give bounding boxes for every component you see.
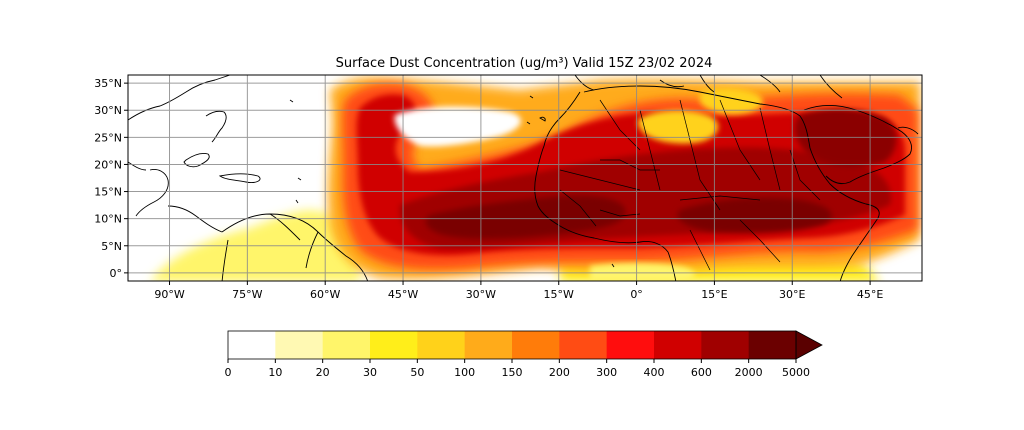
islands xyxy=(289,95,615,268)
colorbar-swatch xyxy=(512,331,560,359)
longitude-axis: 90°W 75°W 60°W 45°W 30°W 15°W 0° 15°E 30°E 45°E xyxy=(154,281,883,301)
lon-tick-label: 45°W xyxy=(388,288,418,301)
lat-tick-label: 15°N xyxy=(94,186,122,199)
colorbar-tick-label: 200 xyxy=(549,366,570,379)
colorbar-swatch xyxy=(559,331,608,359)
colorbar-tick-label: 20 xyxy=(316,366,330,379)
colorbar-swatch xyxy=(701,331,750,359)
colorbar-swatch xyxy=(370,331,418,359)
lon-tick-label: 30°W xyxy=(466,288,496,301)
colorbar-swatch xyxy=(654,331,702,359)
colorbar-swatch xyxy=(322,331,371,359)
latitude-axis: 35°N 30°N 25°N 20°N 15°N 10°N 5°N 0° xyxy=(94,77,128,280)
colorbar-tick-label: 10 xyxy=(268,366,282,379)
colorbar-swatch xyxy=(464,331,513,359)
lon-tick-label: 15°E xyxy=(701,288,727,301)
clear-air-pocket-atlantic xyxy=(394,106,521,147)
country-borders xyxy=(559,99,821,271)
lat-tick-label: 30°N xyxy=(94,104,122,117)
dust-gap-gulf-guinea xyxy=(590,263,695,281)
dust-field xyxy=(150,77,920,281)
lon-tick-label: 75°W xyxy=(232,288,262,301)
colorbar-swatch xyxy=(748,331,797,359)
map-frame xyxy=(127,74,923,282)
lon-tick-label: 15°W xyxy=(544,288,574,301)
colorbar-tick-label: 2000 xyxy=(735,366,763,379)
lat-tick-label: 5°N xyxy=(101,240,122,253)
lat-tick-label: 0° xyxy=(110,267,123,280)
map-panel xyxy=(128,75,922,281)
colorbar-tick-label: 600 xyxy=(691,366,712,379)
colorbar-swatch xyxy=(606,331,655,359)
colorbar: 0 10 20 30 50 100 150 200 300 400 600 2000 5000 xyxy=(225,330,823,379)
colorbar-extend-arrow xyxy=(795,330,823,360)
graticule xyxy=(128,75,922,281)
coastline-north-america xyxy=(128,75,261,233)
lon-tick-label: 60°W xyxy=(310,288,340,301)
coastline-south-america xyxy=(221,213,369,281)
colorbar-swatch xyxy=(228,331,276,359)
map-title: Surface Dust Concentration (ug/m³) Valid… xyxy=(336,56,713,71)
dust-core-east xyxy=(677,197,832,233)
colorbar-swatch xyxy=(275,331,324,359)
clear-air-pocket-sahara xyxy=(637,110,719,144)
lat-tick-label: 10°N xyxy=(94,213,122,226)
lon-tick-label: 90°W xyxy=(154,288,184,301)
lat-tick-label: 20°N xyxy=(94,158,122,171)
coastline-europe xyxy=(574,75,843,99)
lat-tick-label: 35°N xyxy=(94,77,122,90)
lon-tick-label: 30°E xyxy=(779,288,805,301)
lon-tick-label: 0° xyxy=(630,288,643,301)
lat-tick-label: 25°N xyxy=(94,131,122,144)
lon-tick-label: 45°E xyxy=(857,288,883,301)
dust-core-west xyxy=(425,195,626,239)
colorbar-tick-label: 5000 xyxy=(782,366,810,379)
colorbar-tick-label: 50 xyxy=(410,366,424,379)
colorbar-tick-label: 30 xyxy=(363,366,377,379)
colorbar-tick-label: 0 xyxy=(225,366,232,379)
colorbar-tick-label: 100 xyxy=(454,366,475,379)
colorbar-swatch xyxy=(417,331,466,359)
colorbar-tick-label: 400 xyxy=(644,366,665,379)
colorbar-tick-label: 150 xyxy=(502,366,523,379)
colorbar-tick-label: 300 xyxy=(596,366,617,379)
